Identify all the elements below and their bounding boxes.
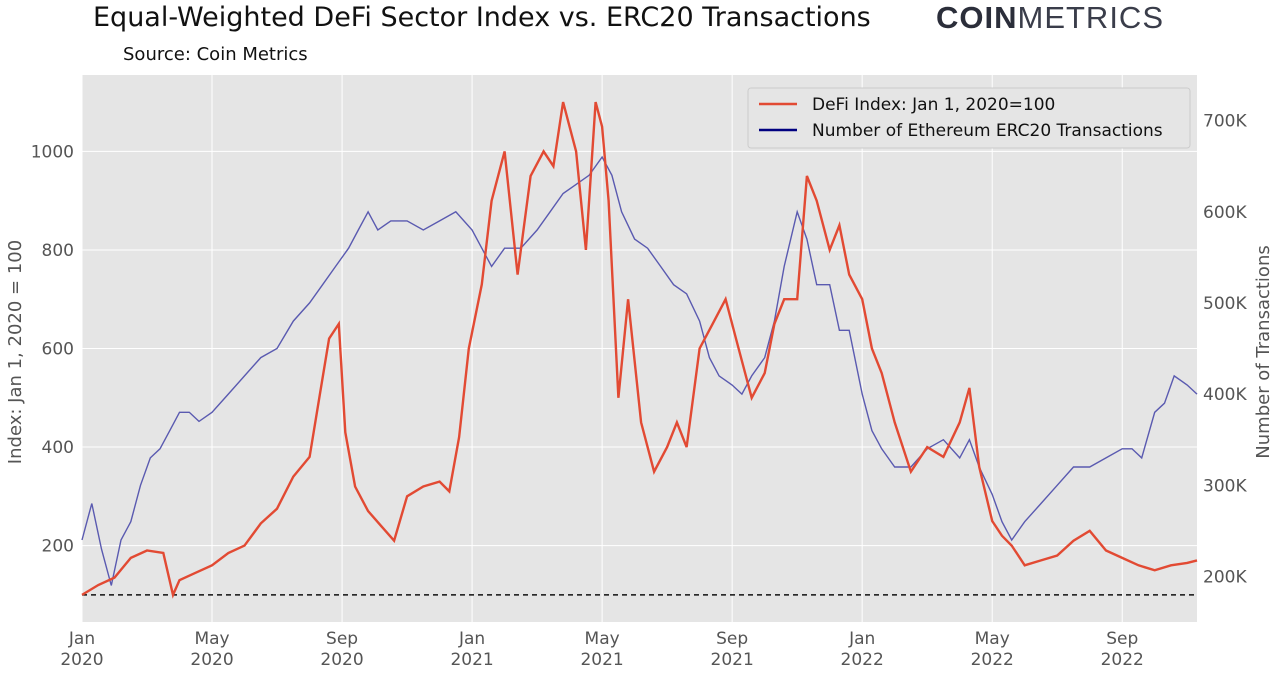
x-tick-month-8: Sep bbox=[1106, 629, 1138, 649]
x-tick-year-7: 2022 bbox=[971, 650, 1014, 670]
logo-light-text: METRICS bbox=[1017, 0, 1164, 35]
right-axis-label: Number of Transactions bbox=[1253, 245, 1274, 458]
right-tick-label-4: 600K bbox=[1203, 203, 1247, 223]
x-tick-year-8: 2022 bbox=[1101, 650, 1144, 670]
grid-lines bbox=[81, 75, 1197, 622]
logo-bold-text: COIN bbox=[936, 0, 1018, 35]
x-axis: Jan2020May2020Sep2020Jan2021May2021Sep20… bbox=[60, 629, 1143, 670]
x-tick-year-3: 2021 bbox=[450, 650, 493, 670]
x-tick-year-2: 2020 bbox=[320, 650, 363, 670]
legend-box bbox=[747, 87, 1191, 149]
right-axis: 200K 300K 400K 500K 600K 700K bbox=[1203, 112, 1247, 588]
series-layer bbox=[81, 101, 1198, 599]
x-tick-year-5: 2021 bbox=[711, 650, 754, 670]
left-tick-label-0: 200 bbox=[42, 537, 74, 557]
right-tick-label-1: 300K bbox=[1203, 476, 1247, 496]
x-tick-year-6: 2022 bbox=[841, 650, 884, 670]
x-tick-month-7: May bbox=[975, 629, 1010, 649]
defi-index-line bbox=[81, 101, 1198, 599]
erc20-transactions-line bbox=[81, 155, 1198, 586]
left-tick-label-2: 600 bbox=[42, 340, 74, 360]
right-tick-label-3: 500K bbox=[1203, 294, 1247, 314]
legend: DeFi Index: Jan 1, 2020=100 Number of Et… bbox=[747, 87, 1191, 149]
coinmetrics-logo: COINMETRICS bbox=[936, 0, 1164, 36]
right-tick-label-5: 700K bbox=[1203, 112, 1247, 132]
legend-label-defi: DeFi Index: Jan 1, 2020=100 bbox=[812, 95, 1055, 115]
x-tick-month-5: Sep bbox=[716, 629, 748, 649]
x-tick-month-0: Jan bbox=[68, 629, 95, 649]
left-axis-label: Index: Jan 1, 2020 = 100 bbox=[5, 240, 26, 464]
left-tick-label-1: 400 bbox=[42, 438, 74, 458]
chart-subtitle: Source: Coin Metrics bbox=[123, 44, 308, 65]
x-tick-year-4: 2021 bbox=[580, 650, 623, 670]
x-tick-year-1: 2020 bbox=[190, 650, 233, 670]
x-tick-year-0: 2020 bbox=[60, 650, 103, 670]
x-tick-month-4: May bbox=[585, 629, 620, 649]
x-tick-month-3: Jan bbox=[458, 629, 485, 649]
chart-title: Equal-Weighted DeFi Sector Index vs. ERC… bbox=[93, 2, 871, 33]
left-axis: 200 400 600 800 1000 bbox=[31, 142, 74, 556]
left-tick-label-3: 800 bbox=[42, 241, 74, 261]
legend-label-erc20: Number of Ethereum ERC20 Transactions bbox=[812, 121, 1163, 141]
right-tick-label-2: 400K bbox=[1203, 385, 1247, 405]
right-tick-label-0: 200K bbox=[1203, 567, 1247, 587]
x-tick-month-1: May bbox=[194, 629, 229, 649]
left-tick-label-4: 1000 bbox=[31, 142, 74, 162]
x-tick-month-6: Jan bbox=[848, 629, 875, 649]
x-tick-month-2: Sep bbox=[326, 629, 358, 649]
